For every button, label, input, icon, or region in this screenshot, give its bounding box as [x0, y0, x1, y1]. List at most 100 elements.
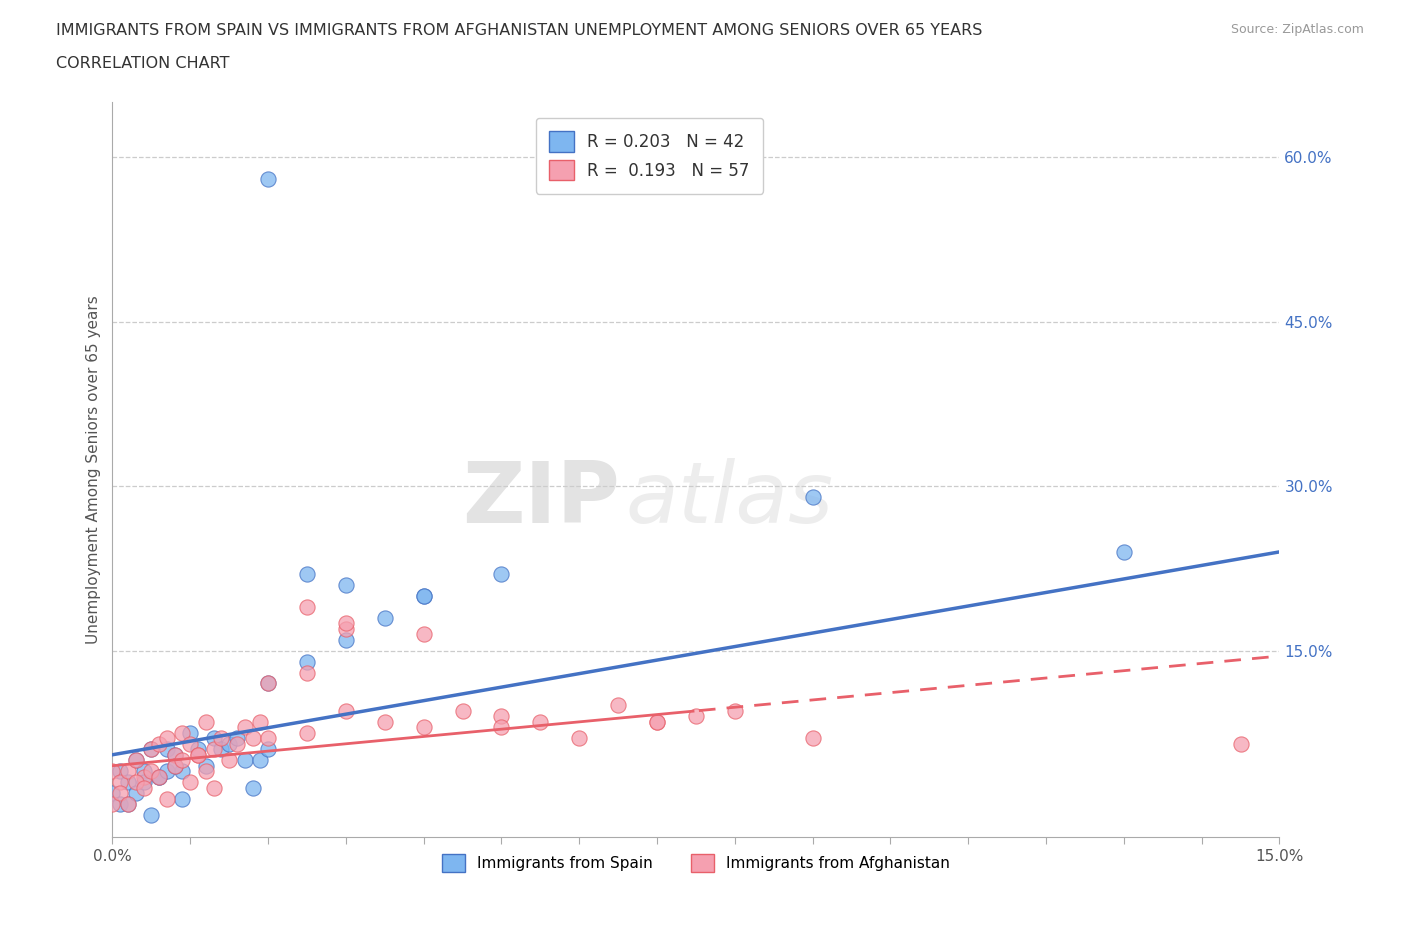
Point: [202, 731, 225, 746]
Point: [249, 714, 271, 729]
Point: [374, 610, 396, 625]
Point: [163, 758, 186, 773]
Point: [132, 780, 155, 795]
Point: [148, 769, 170, 784]
Point: [412, 589, 434, 604]
Point: [132, 769, 155, 784]
Point: [209, 731, 232, 746]
Point: [685, 709, 707, 724]
Point: [117, 775, 139, 790]
Point: [202, 742, 225, 757]
Point: [141, 742, 163, 757]
Point: [117, 764, 139, 778]
Point: [295, 665, 318, 680]
Point: [141, 764, 163, 778]
Point: [163, 748, 186, 763]
Point: [295, 725, 318, 740]
Point: [172, 764, 194, 778]
Point: [1112, 544, 1135, 559]
Point: [132, 764, 155, 778]
Point: [172, 791, 194, 806]
Point: [194, 764, 217, 778]
Point: [148, 769, 170, 784]
Point: [110, 786, 132, 801]
Point: [295, 654, 318, 669]
Point: [172, 725, 194, 740]
Point: [117, 797, 139, 812]
Text: Source: ZipAtlas.com: Source: ZipAtlas.com: [1230, 23, 1364, 36]
Point: [202, 780, 225, 795]
Point: [125, 752, 148, 767]
Point: [1229, 737, 1251, 751]
Point: [491, 566, 513, 581]
Point: [645, 714, 668, 729]
Point: [242, 731, 264, 746]
Point: [257, 731, 280, 746]
Point: [110, 764, 132, 778]
Point: [148, 769, 170, 784]
Point: [335, 632, 357, 647]
Text: atlas: atlas: [626, 458, 834, 540]
Point: [209, 742, 232, 757]
Point: [110, 797, 132, 812]
Point: [295, 566, 318, 581]
Point: [101, 786, 124, 801]
Text: CORRELATION CHART: CORRELATION CHART: [56, 56, 229, 71]
Point: [607, 698, 630, 713]
Point: [132, 775, 155, 790]
Point: [801, 731, 824, 746]
Point: [568, 731, 591, 746]
Point: [335, 703, 357, 718]
Point: [645, 714, 668, 729]
Point: [801, 489, 824, 504]
Point: [156, 764, 179, 778]
Point: [194, 758, 217, 773]
Point: [335, 616, 357, 631]
Point: [226, 731, 249, 746]
Point: [156, 742, 179, 757]
Point: [335, 578, 357, 592]
Point: [163, 748, 186, 763]
Point: [295, 599, 318, 614]
Point: [257, 172, 280, 187]
Point: [179, 775, 201, 790]
Point: [412, 720, 434, 735]
Point: [101, 797, 124, 812]
Point: [233, 752, 256, 767]
Text: ZIP: ZIP: [463, 458, 620, 540]
Point: [724, 703, 747, 718]
Point: [179, 737, 201, 751]
Point: [141, 742, 163, 757]
Point: [101, 764, 124, 778]
Point: [156, 731, 179, 746]
Point: [412, 627, 434, 642]
Point: [233, 720, 256, 735]
Point: [194, 714, 217, 729]
Point: [187, 748, 209, 763]
Point: [529, 714, 551, 729]
Point: [141, 807, 163, 822]
Point: [125, 786, 148, 801]
Point: [218, 752, 240, 767]
Point: [242, 780, 264, 795]
Point: [148, 737, 170, 751]
Point: [156, 791, 179, 806]
Point: [491, 720, 513, 735]
Point: [257, 676, 280, 691]
Point: [179, 725, 201, 740]
Point: [451, 703, 474, 718]
Point: [226, 737, 249, 751]
Point: [374, 714, 396, 729]
Point: [412, 589, 434, 604]
Point: [257, 676, 280, 691]
Point: [117, 797, 139, 812]
Point: [249, 752, 271, 767]
Point: [163, 758, 186, 773]
Point: [335, 621, 357, 636]
Point: [257, 742, 280, 757]
Legend: Immigrants from Spain, Immigrants from Afghanistan: Immigrants from Spain, Immigrants from A…: [430, 842, 962, 884]
Y-axis label: Unemployment Among Seniors over 65 years: Unemployment Among Seniors over 65 years: [86, 296, 101, 644]
Point: [187, 748, 209, 763]
Point: [110, 775, 132, 790]
Point: [187, 742, 209, 757]
